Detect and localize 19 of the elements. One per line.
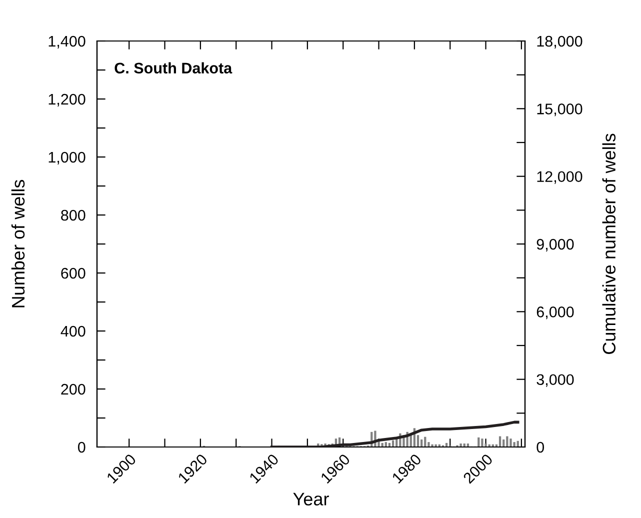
- y-tick-label: 1,200: [48, 94, 86, 106]
- y2-tick-label: 15,000: [537, 104, 582, 116]
- y-tick-label: 1,400: [48, 36, 86, 48]
- y2-tick-label: 9,000: [536, 238, 574, 252]
- y-tick-label: 400: [60, 326, 86, 337]
- y-tick-label: 0: [78, 442, 86, 453]
- y2-axis-title: Cumulative number of wells: [602, 134, 616, 354]
- y-tick-label: 800: [61, 210, 86, 221]
- annotation: C. South Dakota: [114, 62, 232, 74]
- y2-tick-label: 3,000: [536, 374, 574, 387]
- y2-tick-label: 12,000: [537, 171, 582, 184]
- x-axis-title: Year: [293, 492, 329, 506]
- y-axis-title: Number of wells: [11, 180, 25, 308]
- y2-tick-label: 18,000: [537, 36, 582, 48]
- text: 200: [61, 384, 86, 395]
- y-tick-label: 1,000: [48, 152, 86, 164]
- y2-tick-label: 0: [536, 442, 544, 453]
- y-tick-label: 600: [61, 268, 86, 279]
- y2-tick-label: 6,000: [536, 306, 574, 320]
